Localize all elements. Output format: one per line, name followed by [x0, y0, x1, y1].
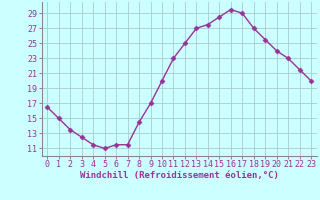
X-axis label: Windchill (Refroidissement éolien,°C): Windchill (Refroidissement éolien,°C) [80, 171, 279, 180]
